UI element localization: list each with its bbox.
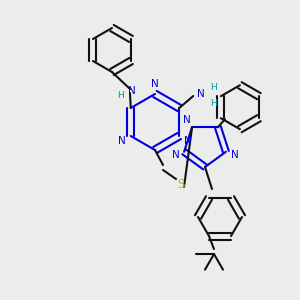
Text: N: N: [118, 136, 126, 146]
Text: N: N: [172, 150, 179, 160]
Text: S: S: [177, 178, 185, 190]
Text: H: H: [210, 98, 217, 107]
Text: N: N: [184, 136, 192, 146]
Text: N: N: [231, 150, 239, 160]
Text: N: N: [183, 115, 191, 125]
Text: H: H: [210, 83, 217, 92]
Text: N: N: [151, 79, 159, 89]
Text: N: N: [128, 86, 136, 96]
Text: H: H: [118, 91, 124, 100]
Text: N: N: [197, 89, 205, 99]
